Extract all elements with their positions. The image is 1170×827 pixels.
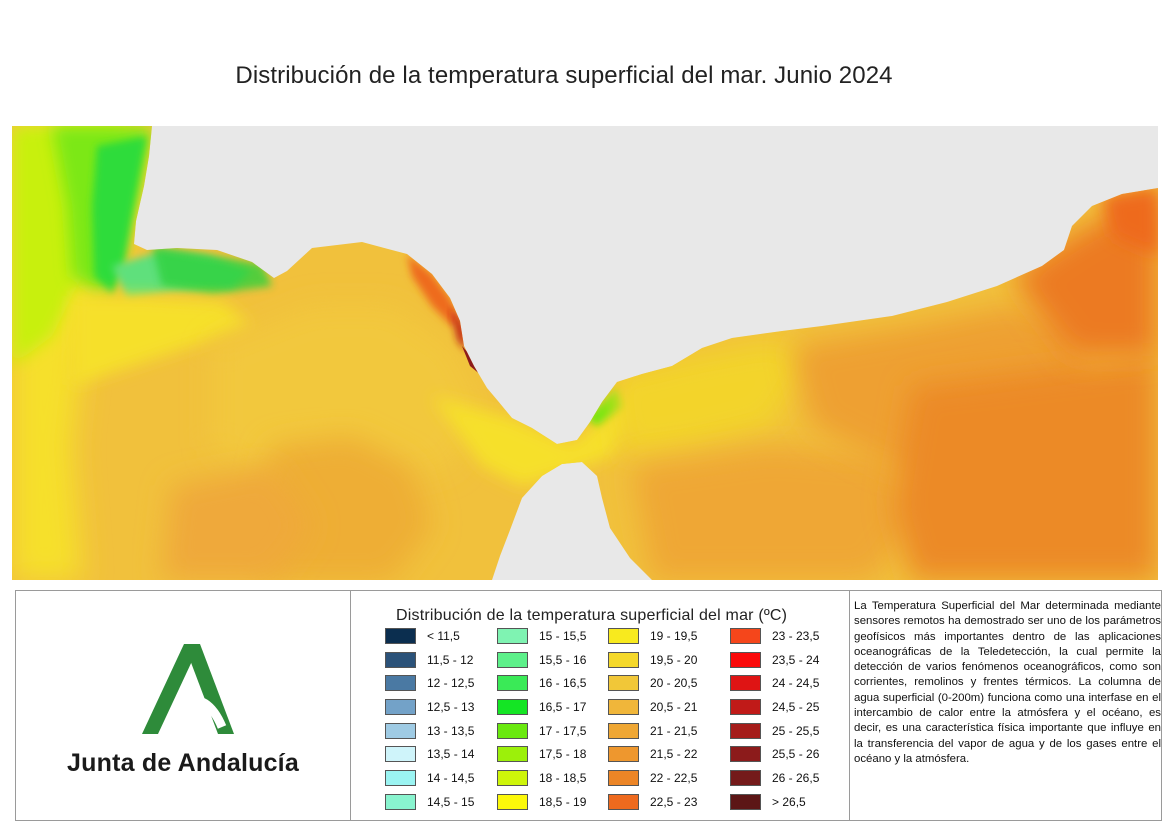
legend-swatch bbox=[730, 746, 761, 763]
legend-label: 15 - 15,5 bbox=[539, 629, 587, 643]
legend-label: 13 - 13,5 bbox=[427, 723, 475, 738]
legend-label: 21 - 21,5 bbox=[650, 723, 698, 738]
legend-swatch bbox=[497, 628, 528, 644]
junta-andalucia-logo-icon bbox=[142, 644, 234, 734]
legend-label: 24,5 - 25 bbox=[772, 700, 820, 715]
legend-label: 25,5 - 26 bbox=[772, 747, 820, 762]
legend-title: Distribución de la temperatura superfici… bbox=[396, 607, 788, 624]
legend-swatch bbox=[385, 793, 416, 810]
legend-label: 12,5 - 13 bbox=[427, 700, 475, 715]
legend-label: 22 - 22,5 bbox=[650, 771, 698, 786]
legend-label: 19 - 19,5 bbox=[650, 629, 698, 643]
legend-swatch bbox=[730, 675, 761, 692]
legend-label: 18,5 - 19 bbox=[539, 794, 587, 809]
legend-swatch bbox=[608, 793, 639, 810]
legend-swatch bbox=[730, 628, 761, 644]
legend-label: 14,5 - 15 bbox=[427, 794, 475, 809]
legend-label: 19,5 - 20 bbox=[650, 652, 698, 667]
logo-box: Junta de Andalucía bbox=[16, 591, 351, 820]
legend-swatch bbox=[608, 675, 639, 692]
legend-swatch bbox=[730, 699, 761, 716]
legend-swatch bbox=[730, 793, 761, 810]
legend-label: 22,5 - 23 bbox=[650, 794, 698, 809]
legend-swatch bbox=[385, 746, 416, 763]
legend-swatch bbox=[497, 722, 528, 739]
legend-label: < 11,5 bbox=[427, 629, 460, 643]
legend-label: 17 - 17,5 bbox=[539, 723, 587, 738]
legend-swatch bbox=[608, 746, 639, 763]
legend-swatch bbox=[497, 675, 528, 692]
legend-swatch bbox=[730, 651, 761, 668]
description-text: La Temperatura Superficial del Mar deter… bbox=[854, 600, 1161, 765]
legend-swatch bbox=[608, 770, 639, 787]
legend-label: 15,5 - 16 bbox=[539, 652, 587, 667]
legend-label: 20,5 - 21 bbox=[650, 700, 698, 715]
legend-swatch bbox=[497, 651, 528, 668]
legend-swatch bbox=[608, 651, 639, 668]
legend-label: 16 - 16,5 bbox=[539, 676, 587, 691]
legend-label: 18 - 18,5 bbox=[539, 771, 587, 786]
legend-swatch bbox=[497, 770, 528, 787]
legend-label: 16,5 - 17 bbox=[539, 700, 587, 715]
legend-swatch bbox=[497, 699, 528, 716]
legend-label: 17,5 - 18 bbox=[539, 747, 587, 762]
legend-label: 14 - 14,5 bbox=[427, 771, 475, 786]
legend-label: 21,5 - 22 bbox=[650, 747, 698, 762]
legend-swatch bbox=[608, 628, 639, 644]
legend-swatch bbox=[730, 770, 761, 787]
legend-label: 11,5 - 12 bbox=[427, 652, 474, 667]
legend-swatch bbox=[608, 722, 639, 739]
page-title: Distribución de la temperatura superfici… bbox=[235, 62, 893, 89]
legend-swatch bbox=[385, 651, 416, 668]
legend-swatch bbox=[385, 628, 416, 644]
legend-label: 23 - 23,5 bbox=[772, 629, 820, 643]
legend-swatch bbox=[385, 770, 416, 787]
legend-swatch bbox=[385, 699, 416, 716]
legend-label: 25 - 25,5 bbox=[772, 723, 820, 738]
info-panel: Junta de Andalucía Distribución de la te… bbox=[15, 590, 1162, 821]
legend-label: 13,5 - 14 bbox=[427, 747, 475, 762]
sea-temperature-map[interactable] bbox=[12, 126, 1158, 580]
legend-label: 20 - 20,5 bbox=[650, 676, 698, 691]
legend-label: 12 - 12,5 bbox=[427, 676, 475, 691]
logo-text: Junta de Andalucía bbox=[67, 749, 299, 777]
legend: Distribución de la temperatura superfici… bbox=[351, 591, 850, 820]
legend-label: 23,5 - 24 bbox=[772, 652, 820, 667]
legend-swatch bbox=[385, 722, 416, 739]
legend-swatch bbox=[608, 699, 639, 716]
legend-label: 24 - 24,5 bbox=[772, 676, 820, 691]
legend-swatch bbox=[730, 722, 761, 739]
legend-label: 26 - 26,5 bbox=[772, 771, 820, 786]
legend-swatch bbox=[497, 746, 528, 763]
legend-label: > 26,5 bbox=[772, 794, 806, 809]
legend-swatch bbox=[497, 793, 528, 810]
legend-swatch bbox=[385, 675, 416, 692]
